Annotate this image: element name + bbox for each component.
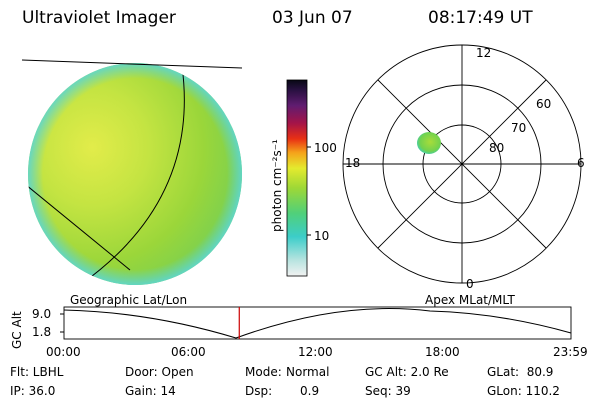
status-ip: IP: 36.0 [10, 384, 56, 398]
altitude-plot [60, 306, 572, 340]
colorbar-unit-label: photon cm⁻²s⁻¹ [270, 139, 284, 232]
caption-apex: Apex MLat/MLT [425, 293, 515, 307]
geographic-grid-lines [28, 65, 185, 285]
status-glon: GLon: 110.2 [487, 384, 560, 398]
altitude-ylabel: GC Alt [10, 311, 24, 349]
time-tick-2359: 23:59 [553, 345, 588, 359]
colorbar [286, 79, 311, 277]
imager-title: Ultraviolet Imager [22, 8, 176, 28]
time-label: 08:17:49 UT [428, 8, 533, 28]
altitude-ytick-high: 9.0 [32, 307, 52, 321]
polar-plot [342, 44, 582, 284]
status-dsp-value: 0.9 [300, 384, 320, 398]
status-filter: Flt: LBHL [10, 365, 64, 379]
colorbar-tick-10: 10 [314, 229, 330, 243]
status-gc-alt: GC Alt: 2.0 Re [365, 365, 449, 379]
status-dsp-label: Dsp: [245, 384, 273, 398]
caption-geographic: Geographic Lat/Lon [70, 293, 188, 307]
altitude-curve [63, 308, 572, 339]
mlat-label-80: 80 [489, 141, 505, 155]
status-mode-label: Mode: [245, 365, 282, 379]
status-glat: GLat: 80.9 [487, 365, 554, 379]
altitude-ytick-low: 1.8 [32, 325, 52, 339]
status-gain: Gain: 14 [125, 384, 176, 398]
mlt-label-18: 18 [345, 156, 361, 170]
horizon-line [21, 59, 243, 69]
mlt-label-0: 0 [466, 277, 474, 291]
time-tick-0600: 06:00 [171, 345, 206, 359]
time-tick-1200: 12:00 [298, 345, 333, 359]
mlat-label-70: 70 [511, 121, 527, 135]
status-mode-value: Normal [286, 365, 330, 379]
colorbar-tick-100: 100 [314, 141, 337, 155]
date-label: 03 Jun 07 [272, 8, 353, 28]
time-tick-0000: 00:00 [46, 345, 81, 359]
time-tick-1800: 18:00 [425, 345, 460, 359]
mlat-label-60: 60 [536, 97, 552, 111]
auroral-emission [417, 132, 441, 154]
uv-earth-disk [21, 59, 243, 285]
status-door: Door: Open [125, 365, 194, 379]
status-seq: Seq: 39 [365, 384, 411, 398]
mlt-label-12: 12 [476, 46, 492, 60]
mlt-label-6: 6 [577, 156, 585, 170]
